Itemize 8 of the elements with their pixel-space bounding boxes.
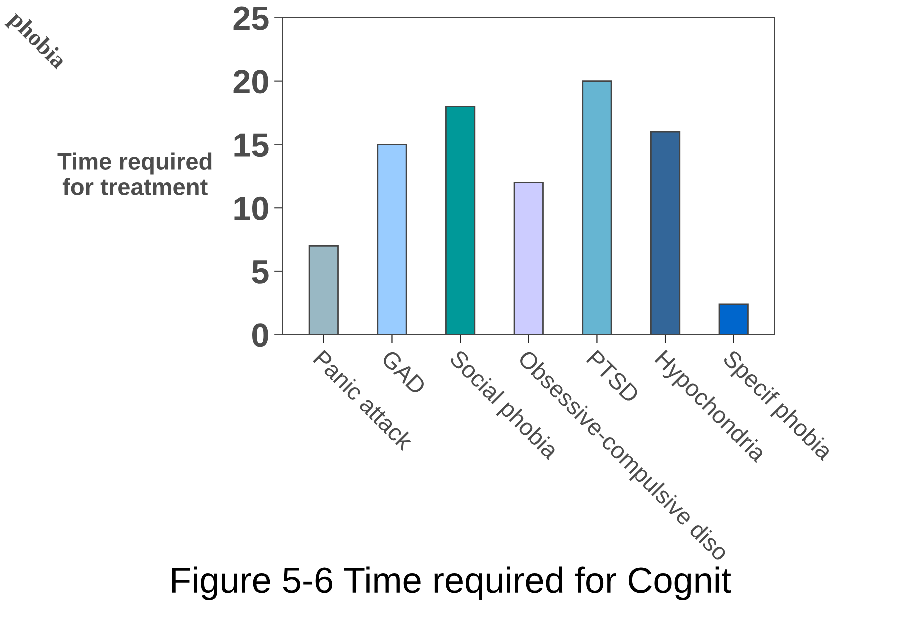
y-tick-label: 15 [234,134,269,158]
y-axis-title: Time required for treatment [58,152,212,196]
y-tick-label: 5 [252,260,269,284]
text: Figure 5-6 Time required for Cognit [172,566,732,600]
y-tick-label: 10 [234,196,268,221]
y-tick-label: 25 [234,6,269,30]
y-tick-label: 0 [252,324,268,348]
y-tick-label: 20 [234,70,268,94]
